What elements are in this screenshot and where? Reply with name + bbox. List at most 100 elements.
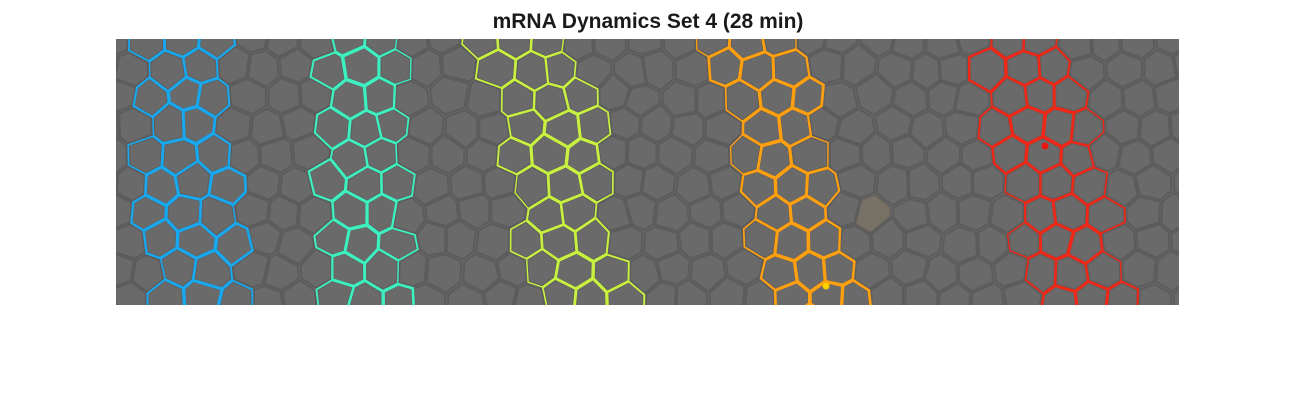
stripe-cell-outline [182, 279, 224, 305]
cell-stripe-cyan [307, 39, 419, 305]
background-cell [281, 279, 318, 305]
stripe-cell-outline [509, 219, 543, 260]
background-cell [656, 251, 691, 286]
background-cell [874, 104, 914, 142]
background-cell [657, 135, 694, 176]
background-cell [449, 164, 484, 201]
stripe-cell-outline [207, 166, 248, 206]
stripe-cell-outline [364, 137, 398, 173]
background-cell [596, 194, 632, 232]
highlighted-cell [855, 194, 891, 233]
background-cell [1120, 39, 1156, 60]
background-cell [597, 134, 628, 172]
background-cell [1002, 280, 1043, 305]
background-cell [704, 110, 743, 147]
background-cell [1153, 77, 1179, 115]
background-cell [675, 279, 709, 305]
background-cell [513, 283, 546, 305]
background-cell [415, 221, 447, 257]
background-cell [607, 225, 644, 261]
background-cell [446, 282, 486, 305]
background-cell [118, 106, 153, 145]
background-cell [940, 162, 973, 200]
stripe-cell-outline [378, 227, 419, 262]
background-cell [836, 163, 877, 199]
background-cell [116, 165, 146, 202]
background-cell [482, 279, 518, 305]
stripe-cell-outline [163, 39, 200, 58]
background-cell [708, 164, 743, 201]
background-cell [628, 253, 661, 295]
background-cell [465, 79, 502, 118]
background-cell [640, 103, 673, 144]
background-cell [116, 111, 119, 139]
background-cell [291, 133, 332, 172]
background-cell [496, 251, 528, 287]
background-cell [398, 249, 428, 288]
background-cell [624, 192, 658, 232]
background-cell [395, 39, 430, 59]
stripe-cell-outline [375, 107, 410, 144]
background-cell [1160, 192, 1179, 233]
marker-yellow-dot [822, 282, 830, 290]
background-cell [1125, 195, 1162, 231]
markers [822, 142, 1049, 290]
background-cell [627, 39, 663, 56]
background-cell [392, 196, 426, 235]
background-cell [859, 39, 894, 58]
background-cell [252, 284, 284, 305]
background-cell [299, 77, 333, 115]
background-cell [823, 39, 859, 55]
background-cell [875, 164, 909, 207]
background-cell [267, 77, 301, 115]
background-cell [1057, 39, 1093, 61]
stripe-cell-outline [127, 39, 166, 62]
background-cell [972, 163, 1005, 201]
background-cell [721, 191, 756, 229]
background-cell [807, 48, 844, 85]
background-cell [1104, 108, 1141, 146]
stripe-cell-outline [707, 46, 744, 88]
background-cell [246, 49, 280, 89]
background-cell [116, 223, 147, 260]
background-cell [1139, 109, 1172, 148]
background-cell [869, 275, 905, 305]
stripe-cell-outline [578, 162, 614, 204]
stripe-cell-outline [991, 134, 1028, 175]
stripe-cell-outline [967, 46, 1007, 94]
background-cell [943, 110, 980, 146]
background-cell [675, 166, 712, 206]
background-cell [796, 39, 826, 57]
background-cell [575, 53, 613, 89]
background-cell [1170, 228, 1179, 255]
background-cell [445, 219, 477, 261]
background-cell [267, 194, 300, 232]
background-cell [744, 278, 776, 305]
background-cell [923, 252, 958, 293]
background-cell [1086, 78, 1124, 121]
background-cell [674, 50, 710, 87]
background-cell [960, 138, 994, 172]
background-cell [661, 80, 697, 117]
background-cell [626, 134, 658, 170]
background-cell [116, 79, 137, 113]
background-cell [904, 223, 943, 259]
background-cell [490, 192, 528, 229]
background-cell [1172, 52, 1179, 79]
background-cell [407, 106, 445, 146]
background-cell [608, 106, 641, 141]
background-cell [938, 52, 969, 87]
background-cell [562, 39, 595, 62]
background-cell [116, 281, 147, 305]
background-cell [1169, 110, 1179, 142]
stripe-cell-outline [214, 222, 254, 267]
background-cell [1172, 170, 1179, 195]
background-cell [440, 44, 478, 83]
background-cell [645, 281, 677, 305]
background-cell [696, 81, 726, 120]
tissue-image-canvas [116, 39, 1179, 305]
background-cell [989, 193, 1025, 235]
stripe-cell-outline [1060, 141, 1095, 177]
background-cell [483, 165, 517, 200]
background-cell [1151, 136, 1179, 176]
